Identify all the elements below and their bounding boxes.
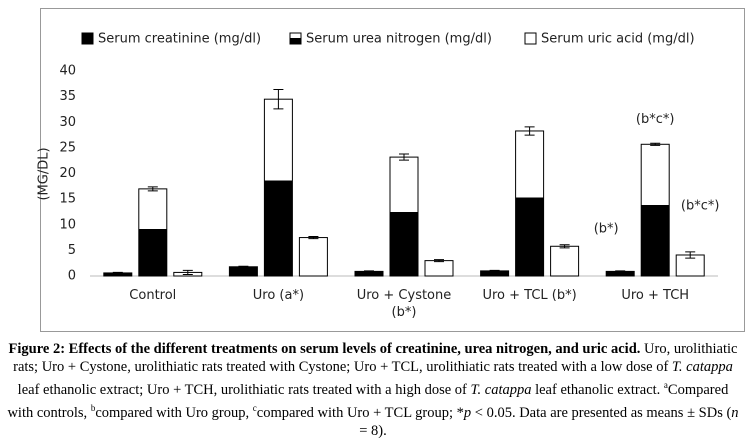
bar bbox=[389, 156, 419, 277]
y-tick-label: 40 bbox=[59, 64, 76, 79]
error-bar bbox=[308, 236, 319, 240]
caption-text: leaf ethanolic extract; Uro + TCH, uroli… bbox=[17, 381, 471, 398]
x-tick-label: Uro + TCL (b*) bbox=[482, 288, 577, 303]
y-tick-label: 30 bbox=[59, 115, 76, 130]
bar bbox=[515, 130, 545, 277]
annotation: (b*c*) bbox=[636, 112, 675, 127]
bar bbox=[138, 188, 168, 277]
bar bbox=[424, 260, 454, 277]
legend-swatch bbox=[289, 32, 302, 45]
caption-text: T. catappa bbox=[470, 381, 532, 398]
y-tick-label: 20 bbox=[59, 166, 76, 181]
error-bar bbox=[615, 270, 626, 273]
x-tick-label: Uro (a*) bbox=[252, 288, 305, 303]
x-tick-label: Uro + Cystone (b*) bbox=[356, 288, 452, 320]
chart-frame bbox=[40, 8, 745, 332]
error-bar bbox=[650, 142, 661, 146]
caption-text: compared with Uro group, bbox=[95, 404, 253, 421]
error-bar bbox=[182, 269, 193, 275]
error-bar bbox=[273, 88, 284, 110]
annotation: (b*c*) bbox=[681, 198, 720, 213]
y-tick-label: 10 bbox=[59, 217, 76, 232]
caption-text: leaf ethanolic extract. bbox=[531, 381, 664, 398]
caption-text: b bbox=[90, 402, 96, 413]
error-bar bbox=[238, 265, 249, 268]
annotation: (b*) bbox=[594, 221, 619, 236]
caption-text: = 8). bbox=[359, 422, 387, 439]
caption-text: T. catappa bbox=[671, 359, 733, 375]
error-bar bbox=[685, 251, 696, 259]
legend-label: Serum creatinine (mg/dl) bbox=[98, 32, 261, 47]
error-bar bbox=[112, 271, 123, 274]
error-bar bbox=[559, 244, 570, 249]
y-tick-label: 0 bbox=[68, 269, 76, 284]
y-axis-label: (MG/DL) bbox=[37, 147, 52, 200]
bar bbox=[550, 245, 580, 277]
caption-text: c bbox=[252, 402, 257, 413]
error-bar bbox=[399, 153, 409, 161]
legend-label: Serum urea nitrogen (mg/dl) bbox=[306, 32, 492, 47]
legend-label: Serum uric acid (mg/dl) bbox=[541, 32, 695, 47]
y-tick-label: 35 bbox=[59, 89, 76, 104]
error-bar bbox=[524, 126, 535, 136]
y-tick-label: 5 bbox=[68, 243, 76, 258]
legend-swatch bbox=[524, 32, 537, 45]
chart: (MG/DL) 0 5 10 15 20 25 30 35 40 Serum creatinine… bbox=[37, 8, 745, 332]
error-bar bbox=[147, 186, 158, 192]
bar bbox=[228, 266, 258, 277]
y-tick-label: 15 bbox=[59, 192, 76, 207]
error-bar bbox=[364, 270, 374, 273]
error-bar bbox=[434, 259, 444, 263]
bar bbox=[640, 143, 670, 277]
x-tick-label: Uro + TCH bbox=[621, 288, 690, 303]
bar bbox=[298, 237, 328, 277]
caption: Figure 2: Effects of the different treat… bbox=[4, 340, 742, 440]
x-tick-label: Control bbox=[129, 288, 177, 303]
y-tick-label: 25 bbox=[59, 140, 76, 155]
caption-text: a bbox=[663, 380, 668, 390]
error-bar bbox=[489, 269, 500, 272]
caption-text: compared with Uro + TCL group; * bbox=[256, 404, 464, 421]
caption-text: n bbox=[731, 404, 739, 421]
bar bbox=[263, 98, 293, 277]
legend-swatch bbox=[81, 32, 94, 45]
caption-text: Compared with controls, bbox=[7, 381, 729, 421]
caption-text: p bbox=[463, 404, 472, 421]
caption-text: < 0.05. Data are presented as means ± SD… bbox=[471, 404, 732, 421]
caption-text: Uro, urolithiatic rats; Uro + Cystone, u… bbox=[13, 341, 738, 375]
caption-title: Figure 2: Effects of the different treat… bbox=[8, 341, 641, 357]
